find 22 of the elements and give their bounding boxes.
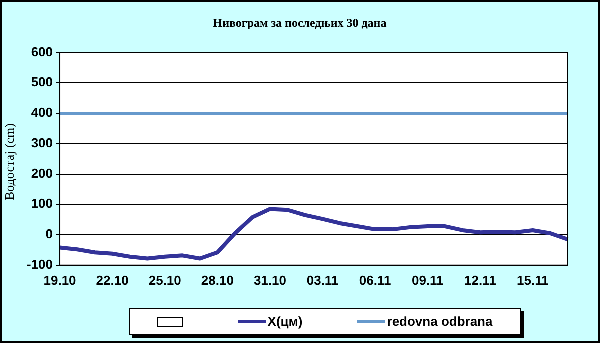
x-tick-label: 19.10: [44, 272, 76, 288]
x-tick-label: 25.10: [148, 272, 182, 288]
x-tick-label: 22.10: [96, 272, 129, 288]
x-tick-label: 15.11: [517, 272, 549, 288]
legend-label: X(цм): [268, 314, 303, 329]
y-tick-label: 0: [46, 226, 54, 242]
x-tick-label: 03.11: [306, 272, 339, 288]
x-tick-label: 09.11: [412, 272, 444, 288]
legend-label: redovna odbrana: [387, 314, 493, 329]
x-tick-label: 12.11: [464, 272, 496, 288]
x-tick-label: 31.10: [254, 272, 286, 288]
y-tick-label: 200: [31, 166, 54, 181]
y-tick-label: 600: [31, 44, 54, 60]
y-tick-label: 500: [31, 74, 54, 90]
y-tick-label: 100: [31, 196, 54, 212]
y-tick-label: 300: [31, 135, 54, 150]
chart-title: Нивограм за последњих 30 дана: [212, 16, 388, 31]
x-tick-label: 06.11: [359, 272, 392, 288]
y-tick-label: -100: [26, 256, 54, 272]
x-tick-label: 28.10: [201, 272, 234, 288]
y-axis-title: Водостај (cm): [2, 123, 18, 201]
y-tick-label: 400: [31, 105, 54, 120]
